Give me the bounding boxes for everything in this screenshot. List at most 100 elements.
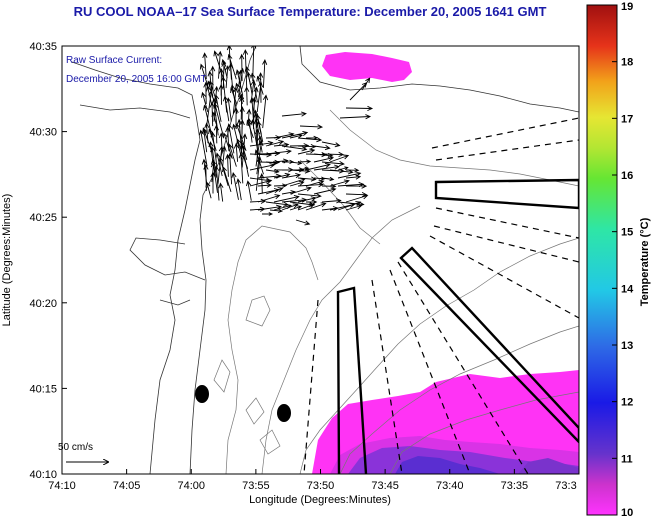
current-vector	[210, 171, 216, 194]
current-vector	[215, 152, 223, 177]
current-vector	[361, 77, 371, 91]
current-vector	[299, 124, 324, 130]
coastline	[71, 46, 579, 474]
current-vector	[297, 196, 317, 203]
current-vector	[273, 194, 300, 203]
current-vector	[222, 132, 233, 159]
current-vector	[250, 72, 258, 103]
current-vector	[306, 199, 318, 205]
current-vector	[281, 203, 299, 211]
x-tick-label: 74:00	[177, 480, 205, 492]
current-vector	[247, 117, 253, 143]
current-vector	[218, 83, 224, 105]
current-vector	[231, 171, 239, 200]
y-axis: 40:35 40:30 40:25 40:20 40:15 40:10	[29, 41, 67, 481]
current-vector	[206, 85, 213, 106]
current-vector	[297, 159, 312, 164]
y-tick-label: 40:20	[29, 298, 57, 310]
current-vector	[262, 212, 274, 216]
colorbar-tick-label: 10	[621, 507, 633, 519]
current-vector	[202, 52, 208, 80]
current-vector	[245, 180, 252, 201]
x-axis: 74:10 74:05 74:00 73:55 73:50 73:45 73:40 73:35…	[48, 469, 580, 492]
current-vector	[313, 145, 331, 151]
current-vector	[255, 135, 263, 167]
x-tick-label: 73:50	[307, 480, 335, 492]
current-vector	[329, 179, 350, 187]
buoy-marker-east	[277, 404, 291, 422]
y-tick-label: 40:10	[29, 469, 57, 481]
colorbar-tick-label: 12	[621, 397, 633, 409]
current-vector	[289, 133, 304, 139]
current-vector	[297, 193, 322, 199]
current-vector	[269, 208, 283, 214]
current-vector	[321, 176, 335, 182]
x-axis-label: Longitude (Degrees:Minutes)	[249, 494, 391, 506]
current-vector	[289, 180, 305, 187]
colorbar-tick-label: 16	[621, 170, 633, 182]
current-vector	[221, 58, 228, 79]
current-vector	[337, 171, 362, 179]
current-vector	[305, 162, 331, 171]
current-vector	[218, 182, 224, 202]
current-vector	[205, 181, 212, 199]
current-vector	[213, 124, 220, 144]
current-vector	[214, 165, 220, 201]
current-vector	[281, 130, 309, 139]
current-vector	[221, 145, 227, 167]
y-tick-label: 40:25	[29, 212, 57, 224]
x-tick-label: 73:35	[501, 480, 529, 492]
current-vector	[345, 174, 362, 180]
current-vector	[249, 163, 276, 171]
current-vector	[222, 95, 230, 122]
current-vector	[313, 164, 341, 171]
current-vector	[329, 154, 350, 163]
current-vector	[339, 114, 372, 120]
current-vector	[235, 69, 244, 96]
scale-label: 50 cm/s	[58, 442, 93, 453]
chart-title: RU COOL NOAA–17 Sea Surface Temperature:…	[73, 4, 547, 19]
y-tick-label: 40:35	[29, 41, 57, 53]
current-vector	[262, 94, 269, 129]
current-vector	[329, 169, 354, 175]
current-vector	[321, 151, 345, 158]
current-vector	[265, 139, 285, 147]
current-vector	[236, 178, 242, 201]
x-tick-label: 73:40	[436, 480, 464, 492]
current-vector	[345, 105, 374, 112]
current-vector	[273, 172, 291, 179]
radial-lines	[303, 117, 579, 474]
current-vector	[297, 144, 317, 150]
current-vector	[218, 132, 224, 154]
sst-north-patch	[322, 52, 412, 82]
colorbar-tick-label: 11	[621, 453, 633, 465]
current-vector	[227, 53, 237, 80]
current-vector	[214, 93, 222, 122]
current-vector	[289, 205, 303, 211]
current-vector	[239, 53, 245, 82]
legend-line-2: December 20, 2005 16:00 GMT	[66, 74, 207, 85]
current-vector	[257, 182, 272, 188]
current-vector	[345, 183, 368, 189]
colorbar-tick-label: 19	[621, 1, 633, 13]
current-vector	[246, 71, 253, 96]
colorbar-label: Temperature (°C)	[639, 217, 651, 306]
x-tick-label: 74:05	[113, 480, 141, 492]
current-vector	[345, 167, 360, 173]
current-vector	[295, 219, 311, 226]
current-vector	[257, 72, 264, 103]
current-vector	[281, 172, 302, 179]
current-vector	[321, 141, 341, 148]
current-vector	[305, 179, 325, 187]
current-vector	[233, 107, 239, 128]
current-vector	[225, 153, 231, 177]
current-vector	[305, 202, 327, 211]
current-vector	[238, 152, 244, 184]
current-vector	[226, 97, 232, 122]
current-vector	[254, 116, 263, 153]
legend-line-1: Raw Surface Current:	[66, 55, 162, 66]
current-vector	[265, 187, 284, 195]
current-vector	[213, 50, 225, 81]
current-vector	[297, 137, 323, 143]
